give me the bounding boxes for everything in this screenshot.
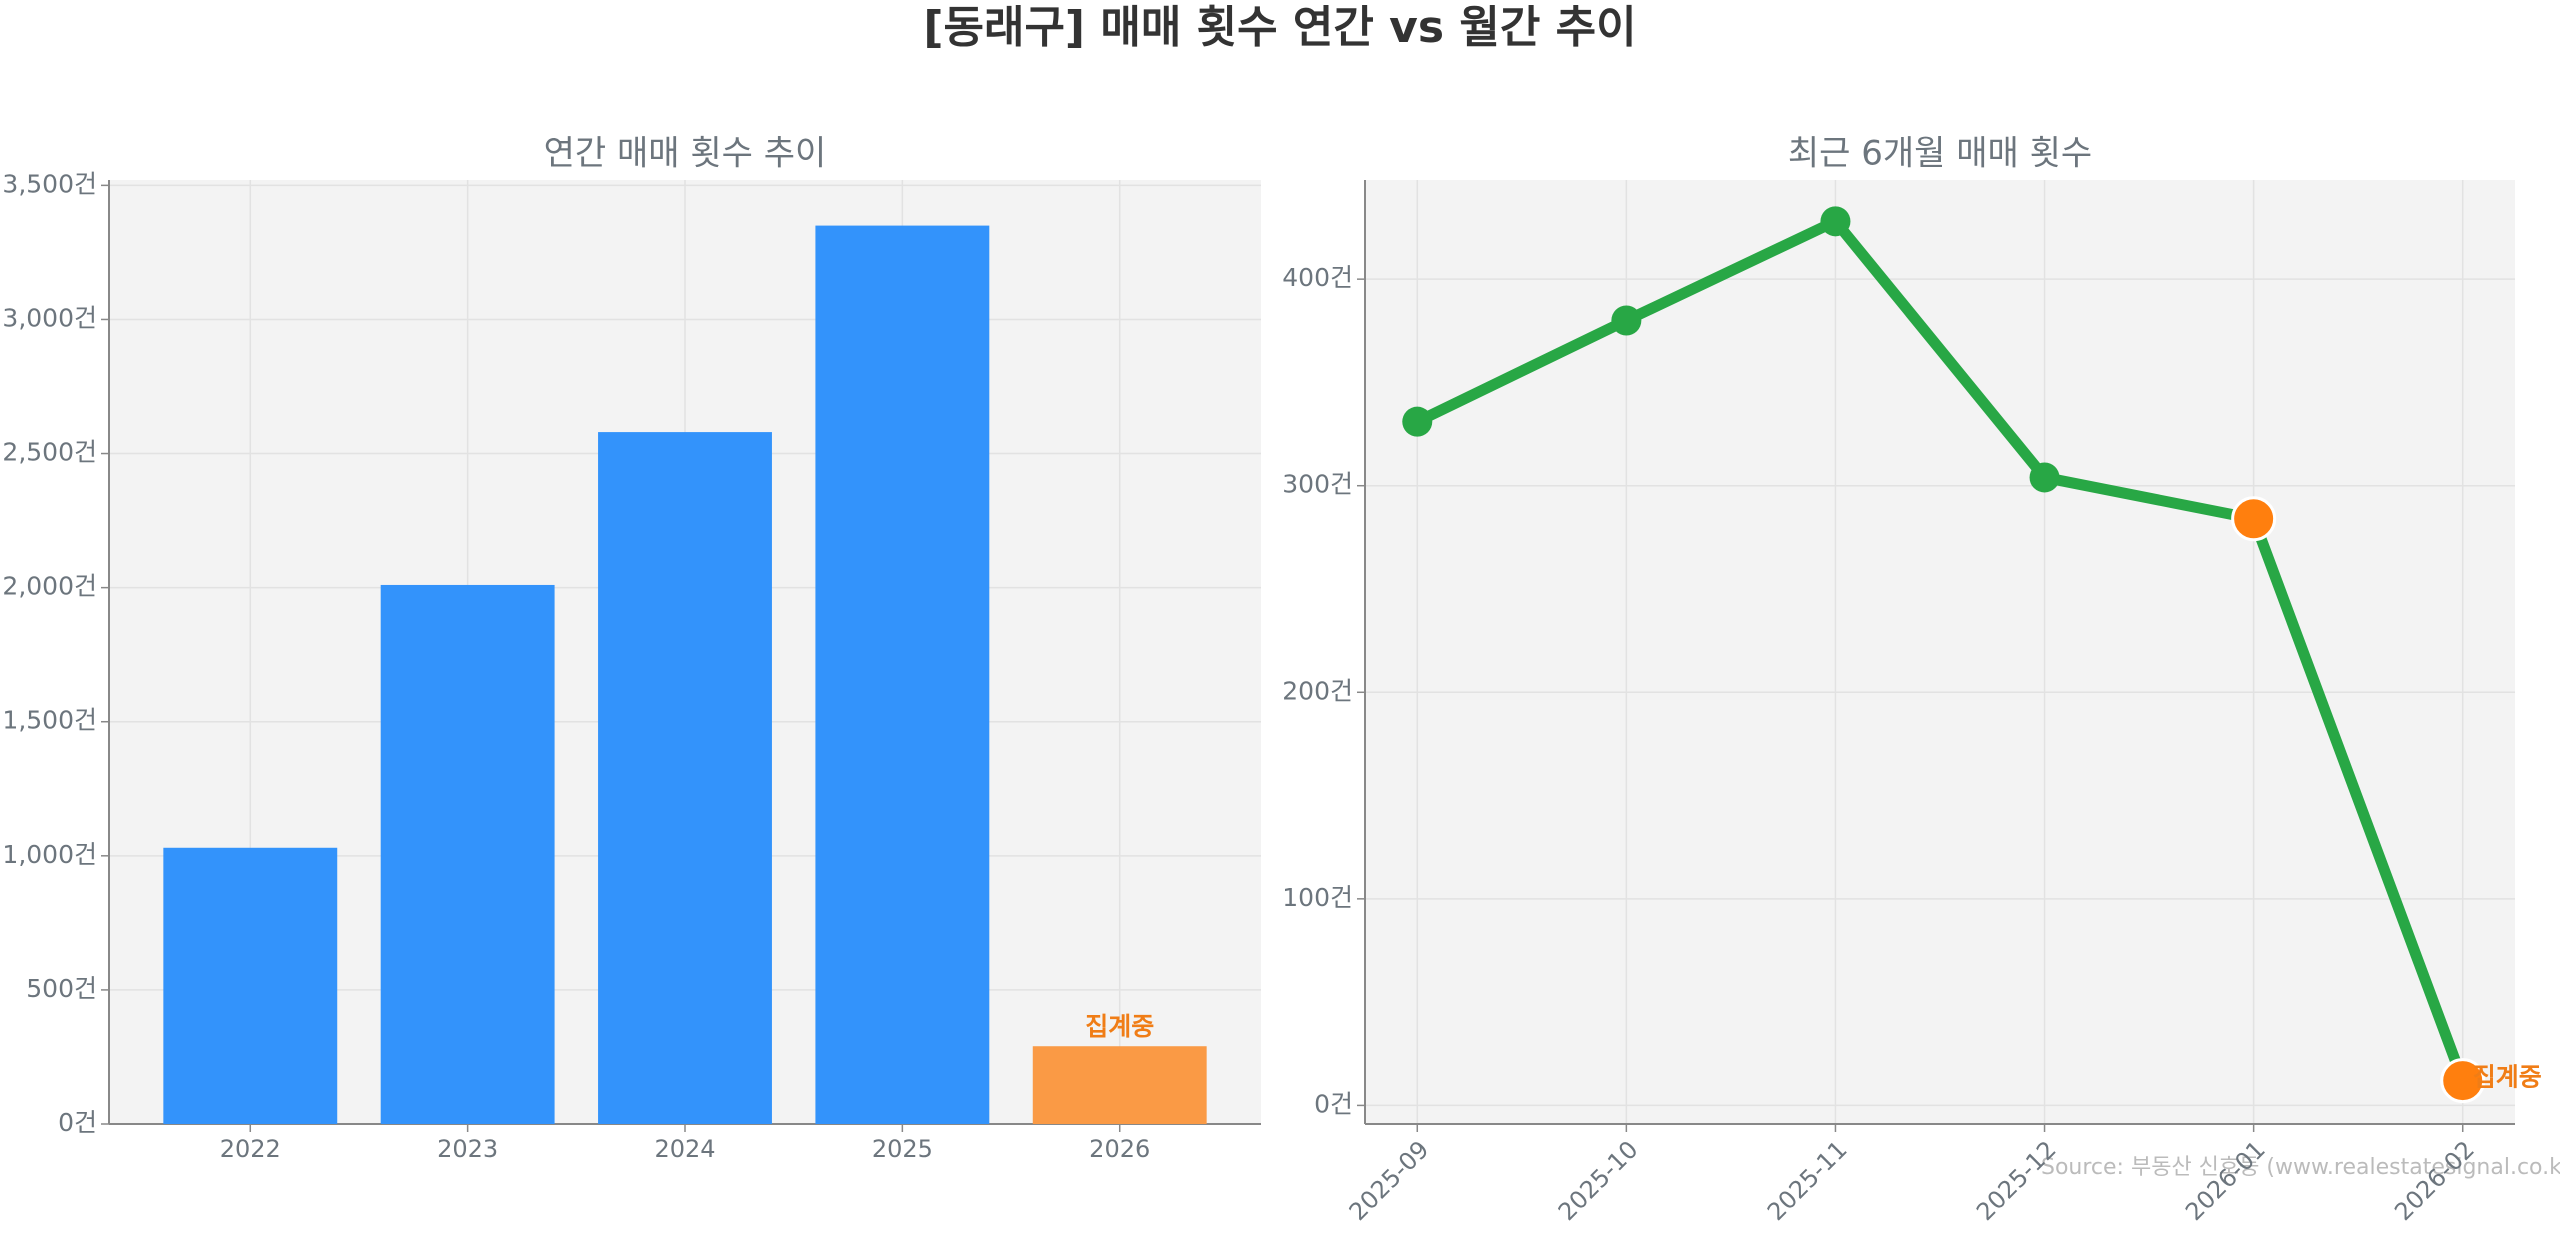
x-tick-label: 2026-01 bbox=[2180, 1135, 2271, 1226]
y-tick-label: 100건 bbox=[1282, 883, 1353, 912]
y-tick-label: 3,500건 bbox=[2, 169, 97, 198]
annotation: 집계중 bbox=[1085, 1012, 1154, 1041]
x-tick-label: 2024 bbox=[654, 1135, 715, 1163]
y-tick-label: 2,000건 bbox=[2, 572, 97, 601]
bar bbox=[815, 225, 990, 1124]
source: Source: 부동산 신호등 (www.realestatesignal.co… bbox=[2041, 1155, 2560, 1180]
y-tick-label: 1,500건 bbox=[2, 706, 97, 735]
y-tick-label: 2,500건 bbox=[2, 438, 97, 467]
y-tick-label: 1,000건 bbox=[2, 840, 97, 869]
marker bbox=[1402, 406, 1433, 437]
x-tick-label: 2023 bbox=[437, 1135, 498, 1163]
y-tick-label: 0건 bbox=[1314, 1089, 1353, 1118]
chart-title: 연간 매매 횟수 추이 bbox=[544, 134, 827, 174]
marker bbox=[1820, 206, 1851, 237]
x-tick-label: 2025-11 bbox=[1762, 1135, 1853, 1226]
bar bbox=[380, 584, 555, 1124]
line bbox=[1414, 215, 2468, 1083]
plot-area bbox=[1365, 180, 2515, 1124]
x-tick-label: 2025-10 bbox=[1553, 1135, 1644, 1226]
y-tick-label: 500건 bbox=[26, 974, 97, 1003]
x-tick-label: 2026-02 bbox=[2389, 1135, 2480, 1226]
marker bbox=[2029, 462, 2060, 493]
bar bbox=[163, 847, 338, 1124]
x-tick-label: 2026 bbox=[1089, 1135, 1150, 1163]
y-tick-label: 400건 bbox=[1282, 263, 1353, 292]
bar bbox=[1032, 1046, 1207, 1124]
x-tick-label: 2025-12 bbox=[1971, 1135, 2062, 1226]
page-title: [동래구] 매매 횟수 연간 vs 월간 추이 bbox=[923, 2, 1636, 53]
marker bbox=[2440, 1058, 2486, 1104]
x-tick-label: 2022 bbox=[220, 1135, 281, 1163]
x-tick-label: 2025 bbox=[872, 1135, 933, 1163]
annotation: 집계중 bbox=[2473, 1063, 2542, 1092]
y-tick-label: 3,000건 bbox=[2, 303, 97, 332]
y-tick-label: 200건 bbox=[1282, 676, 1353, 705]
y-tick-label: 300건 bbox=[1282, 470, 1353, 499]
chart-title: 최근 6개월 매매 횟수 bbox=[1788, 134, 2092, 174]
bar bbox=[598, 432, 772, 1124]
y-tick-label: 0건 bbox=[58, 1108, 97, 1137]
marker bbox=[1611, 305, 1642, 336]
x-tick-label: 2025-09 bbox=[1344, 1135, 1435, 1226]
marker bbox=[2231, 496, 2277, 542]
